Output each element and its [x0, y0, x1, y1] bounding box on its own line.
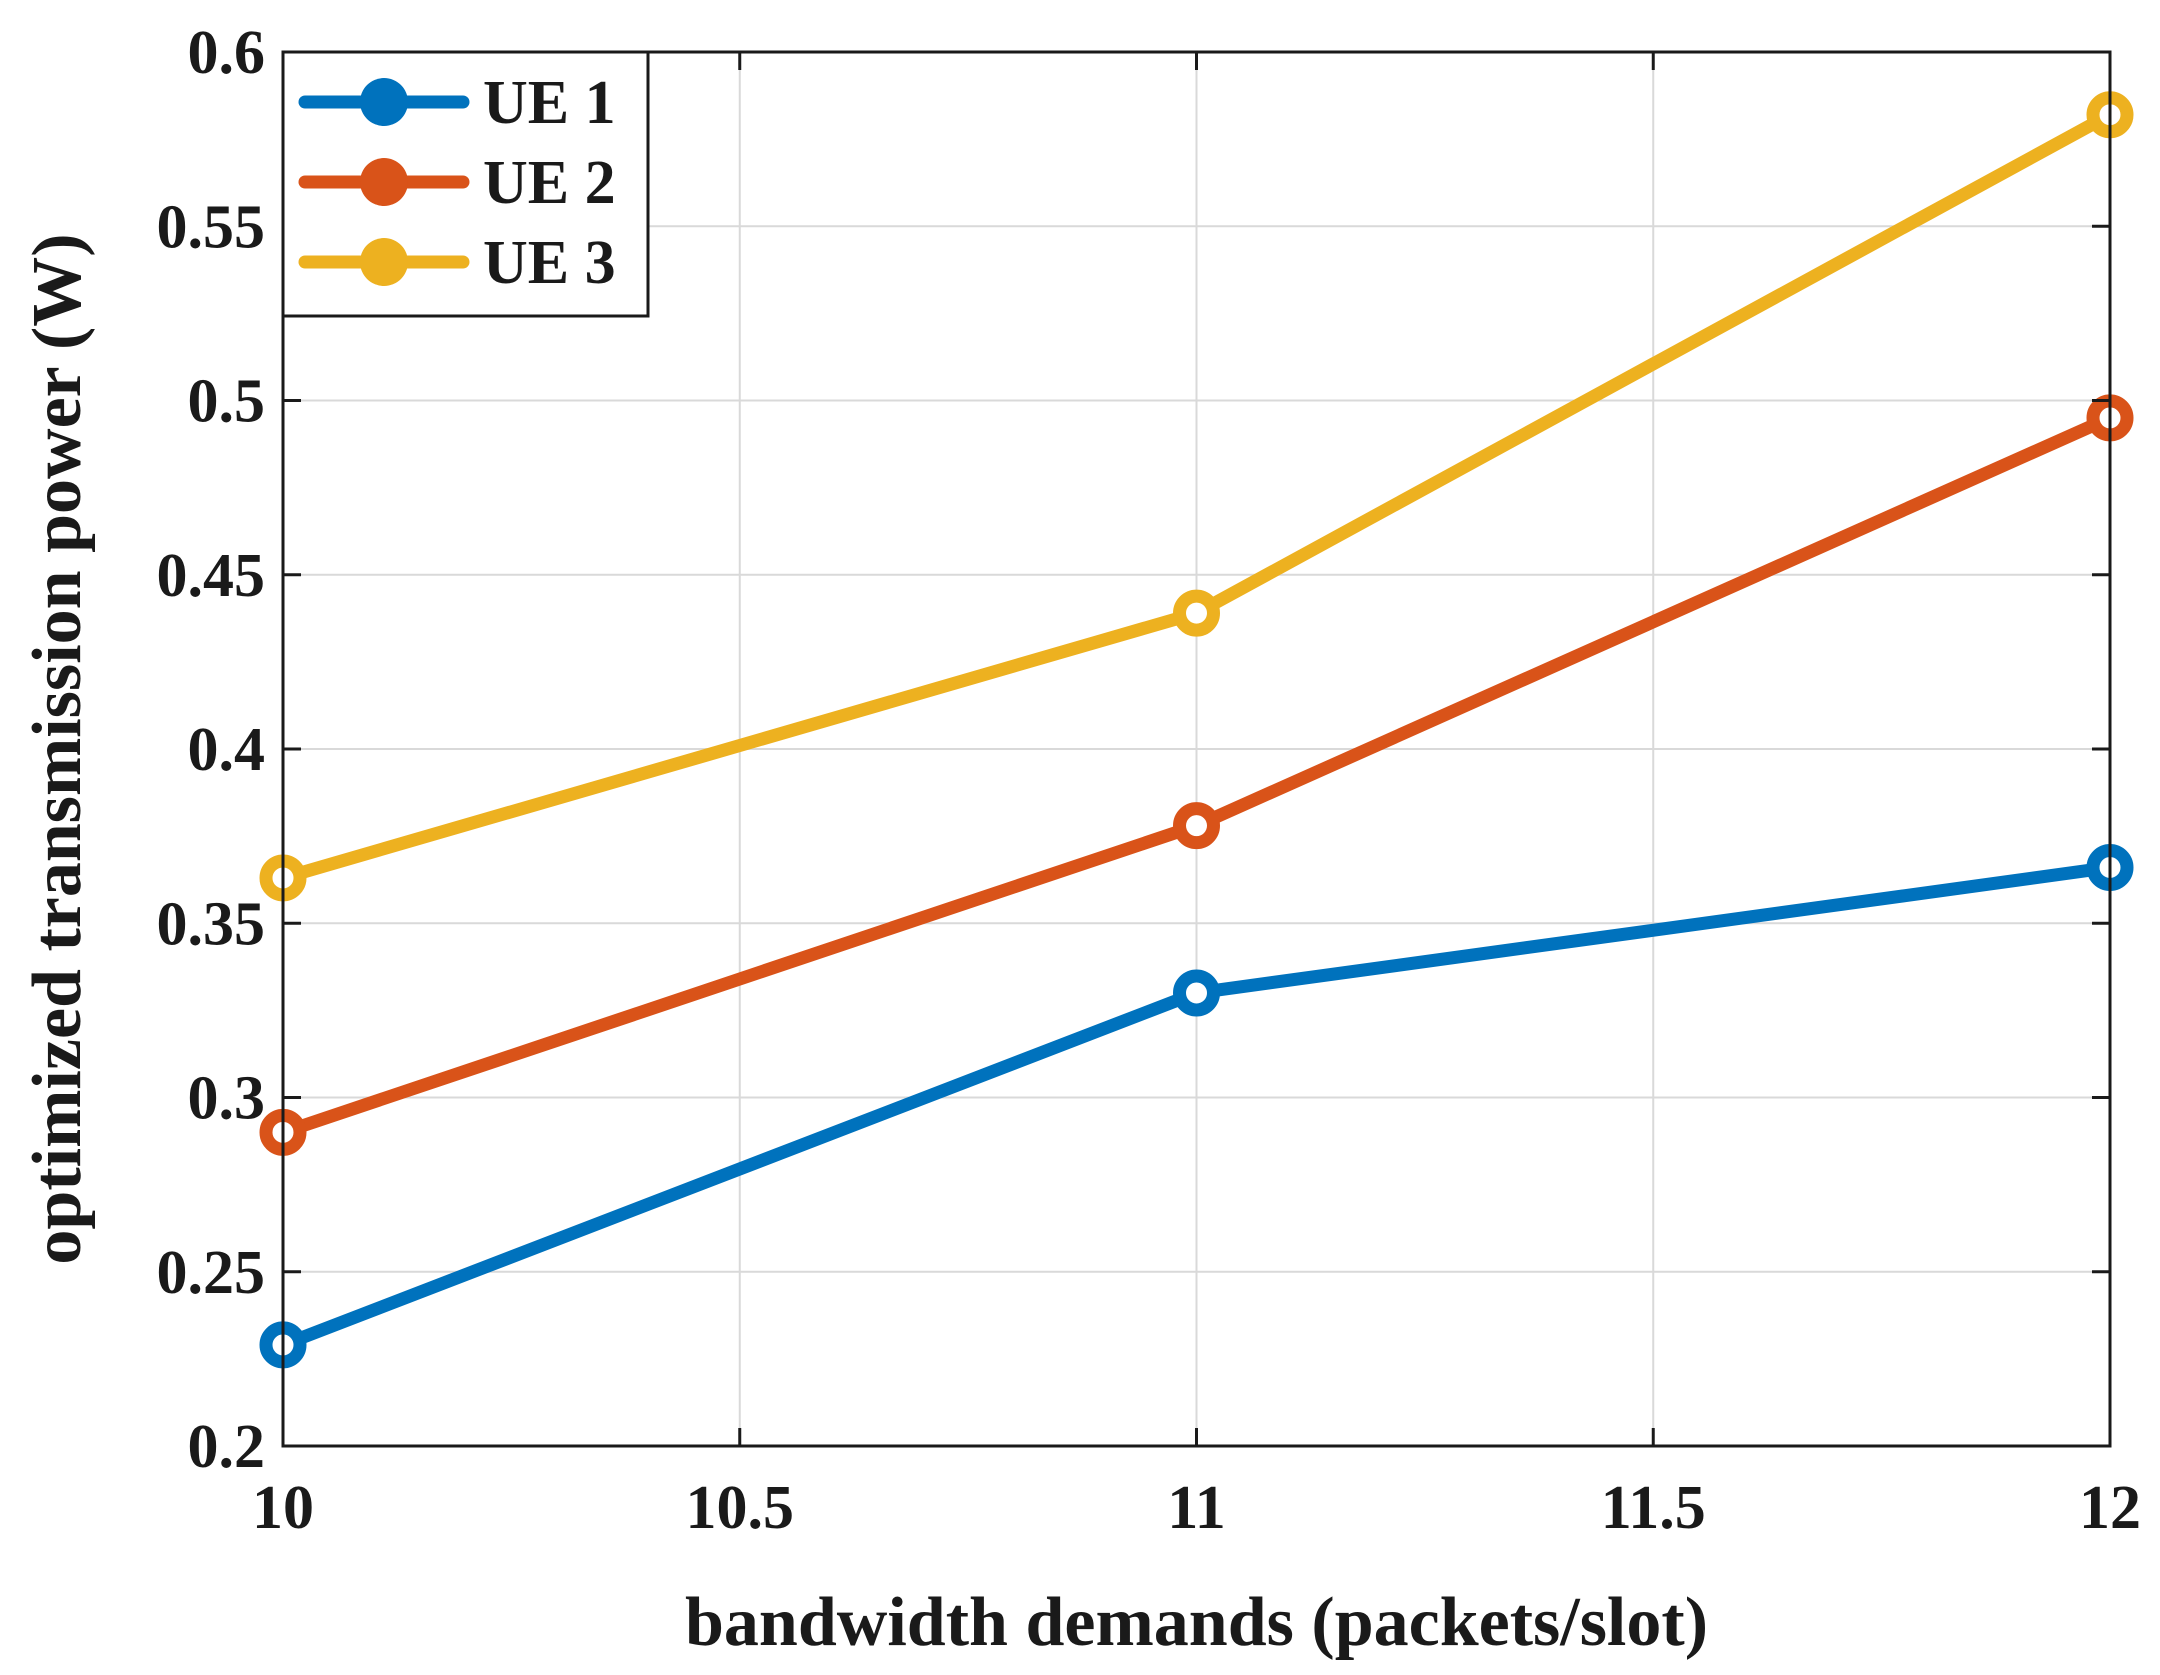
legend: UE 1 UE 2 UE 3: [281, 50, 650, 318]
legend-swatch-marker: [360, 158, 408, 206]
x-tick-label: 11.5: [1601, 1474, 1706, 1542]
x-tick-label: 11: [1167, 1474, 1226, 1542]
legend-entry: UE 1: [298, 69, 616, 137]
y-tick-label: 0.3: [188, 1065, 266, 1133]
y-tick-label: 0.2: [188, 1413, 266, 1481]
y-tick-label: 0.5: [188, 368, 266, 436]
y-tick-label: 0.4: [188, 716, 266, 784]
legend-label: UE 3: [483, 229, 616, 297]
axis-ticks: 10 10.5 11 11.5 12 0.2 0.25 0.3 0.35 0.4 0.45 0.5 0.…: [157, 19, 2142, 1542]
data-point: [1173, 589, 1220, 637]
legend-label: UE 2: [483, 149, 616, 217]
y-tick-label: 0.45: [157, 542, 266, 610]
data-point: [1173, 969, 1220, 1017]
legend-label: UE 1: [483, 69, 616, 137]
x-tick-label: 12: [2079, 1474, 2141, 1542]
legend-swatch-marker: [360, 78, 408, 126]
data-point: [1173, 802, 1220, 850]
x-tick-label: 10: [252, 1474, 314, 1542]
y-tick-label: 0.25: [157, 1239, 266, 1307]
x-axis-title: bandwidth demands (packets/slot): [685, 1584, 1708, 1661]
legend-entry: UE 2: [298, 149, 616, 217]
y-tick-label: 0.6: [188, 19, 266, 87]
x-tick-label: 10.5: [686, 1474, 795, 1542]
y-tick-label: 0.35: [157, 890, 266, 958]
legend-entry: UE 3: [298, 229, 616, 297]
y-axis-title: optimized transmission power (W): [19, 233, 96, 1264]
y-tick-label: 0.55: [157, 193, 266, 261]
series-ue-1: [259, 843, 2134, 1369]
legend-swatch-marker: [360, 238, 408, 286]
